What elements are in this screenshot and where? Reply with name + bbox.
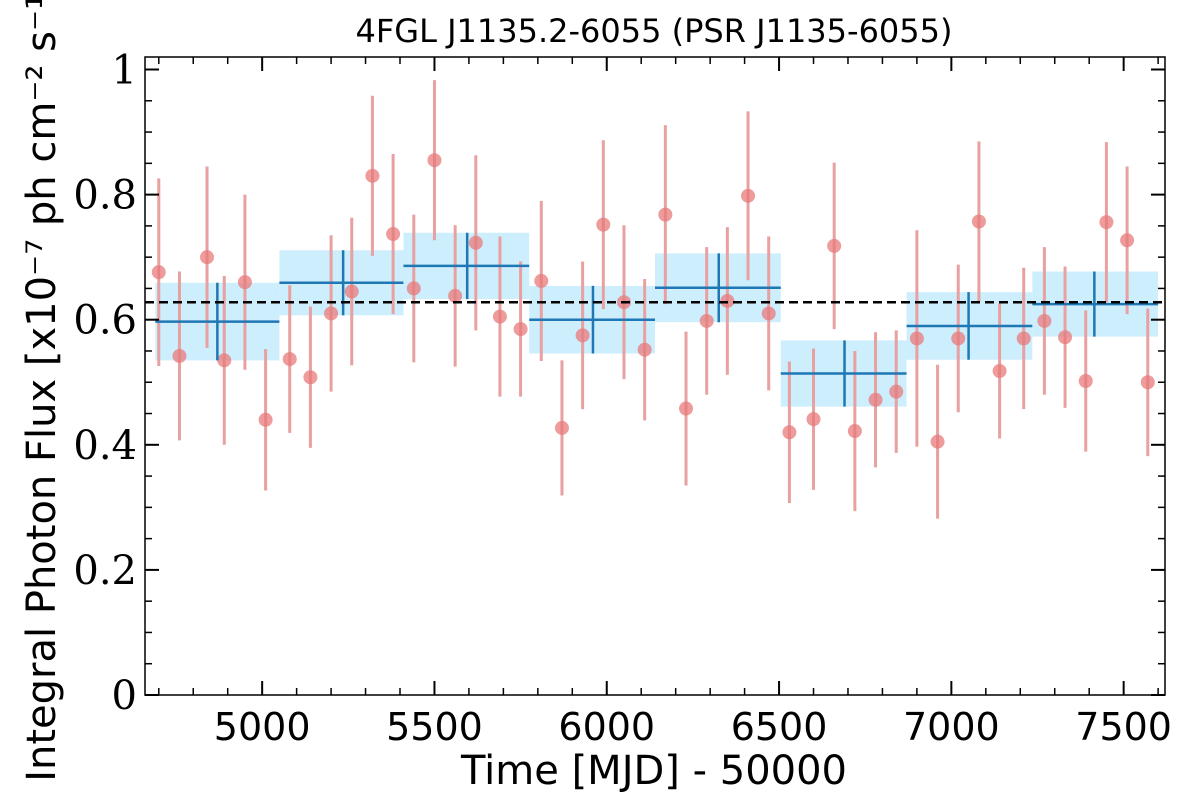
data-point <box>1058 330 1073 345</box>
data-point <box>492 309 507 324</box>
y-tick-label: 0.4 <box>73 423 137 469</box>
data-point <box>151 265 166 280</box>
data-point <box>386 227 401 242</box>
data-point <box>172 348 187 363</box>
plot-area: 5000 5500 6000 6500 7000 7500 0 0.2 0.4 0.6 0.8 1 <box>73 48 1172 749</box>
y-tick-label: 0.8 <box>73 173 137 219</box>
data-point <box>237 275 252 290</box>
data-point <box>513 322 528 337</box>
y-tick-label: 0.6 <box>73 298 137 344</box>
data-point <box>534 273 549 288</box>
data-point <box>992 363 1007 378</box>
data-point <box>468 235 483 250</box>
data-point <box>761 306 776 321</box>
data-point <box>1140 375 1155 390</box>
data-point <box>782 425 797 440</box>
data-point <box>1120 233 1135 248</box>
x-axis-label: Time [MJD] - 50000 <box>460 748 847 794</box>
data-point <box>1016 331 1031 346</box>
data-point <box>596 217 611 232</box>
data-point <box>554 420 569 435</box>
y-tick-label: 0.2 <box>73 548 137 594</box>
data-point <box>406 281 421 296</box>
x-tick-label: 7000 <box>903 705 1000 749</box>
x-tick-label: 6000 <box>558 705 655 749</box>
data-point <box>303 370 318 385</box>
y-tick-label: 0 <box>112 673 137 719</box>
data-point <box>699 313 714 328</box>
chart-title: 4FGL J1135.2-6055 (PSR J1135-6055) <box>356 12 953 50</box>
x-tick-label: 5000 <box>214 705 311 749</box>
data-point <box>1078 374 1093 389</box>
data-point <box>658 207 673 222</box>
data-point <box>575 328 590 343</box>
data-point <box>324 306 339 321</box>
data-point <box>258 412 273 427</box>
data-point <box>217 353 232 368</box>
data-point <box>806 412 821 427</box>
x-tick-label: 6500 <box>731 705 828 749</box>
data-point <box>448 288 463 303</box>
data-point <box>971 214 986 229</box>
data-point <box>679 401 694 416</box>
data-point <box>200 250 215 265</box>
plot-frame <box>144 56 1166 696</box>
data-point <box>344 284 359 299</box>
data-point <box>741 188 756 203</box>
x-tick-label: 7500 <box>1075 705 1172 749</box>
data-point <box>1099 215 1114 230</box>
data-point <box>889 384 904 399</box>
data-point <box>427 153 442 168</box>
data-point <box>909 331 924 346</box>
data-point <box>282 352 297 367</box>
y-axis-label: Integral Photon Flux [x10⁻⁷ ph cm⁻² s⁻¹] <box>19 0 65 782</box>
data-point <box>365 168 380 183</box>
data-point <box>930 434 945 449</box>
x-tick-label: 5500 <box>386 705 483 749</box>
data-point <box>637 342 652 357</box>
data-point <box>868 392 883 407</box>
data-point <box>827 238 842 253</box>
data-point <box>720 293 735 308</box>
y-tick-label: 1 <box>112 48 137 94</box>
data-point <box>847 424 862 439</box>
data-point <box>1037 313 1052 328</box>
data-point <box>951 331 966 346</box>
